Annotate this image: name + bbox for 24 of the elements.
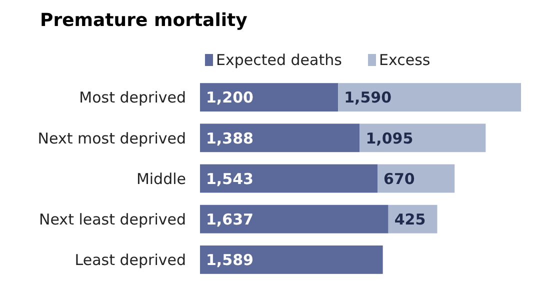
y-tick-label: Most deprived: [79, 88, 186, 107]
y-tick-label: Next least deprived: [39, 210, 186, 228]
data-label: 1,589: [206, 251, 254, 270]
bar: [200, 204, 388, 234]
data-label: 425: [394, 210, 426, 228]
data-label: 1,388: [206, 129, 254, 148]
data-label: 670: [384, 170, 415, 188]
bar: [200, 83, 338, 112]
bar: [200, 245, 383, 274]
y-tick-label: Next most deprived: [38, 129, 186, 148]
data-label: 1,590: [344, 88, 392, 107]
data-label: 1,637: [206, 210, 254, 228]
bar: [338, 83, 521, 112]
bar: [200, 164, 378, 193]
legend-label: Excess: [379, 51, 430, 69]
legend-label: Expected deaths: [216, 51, 342, 69]
chart-title: Premature mortality: [40, 10, 248, 31]
bar: [200, 124, 360, 152]
bar: [360, 124, 486, 152]
data-label: 1,200: [206, 88, 254, 107]
y-tick-label: Least deprived: [74, 251, 186, 270]
data-label: 1,095: [366, 129, 414, 148]
y-tick-label: Middle: [136, 170, 186, 188]
data-label: 1,543: [206, 170, 254, 188]
